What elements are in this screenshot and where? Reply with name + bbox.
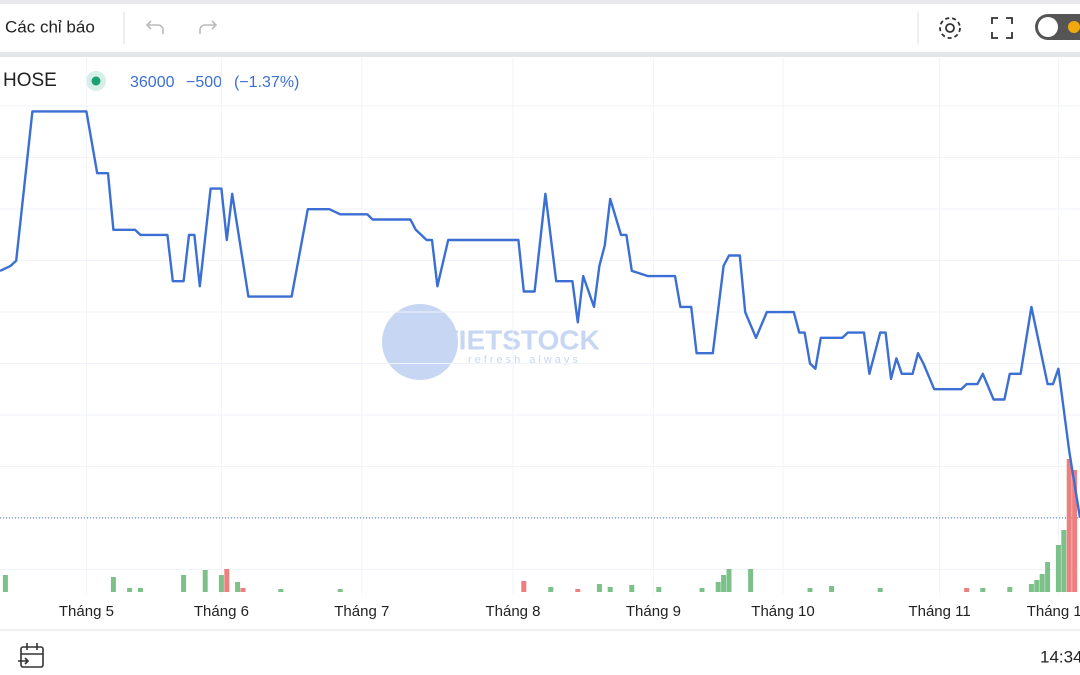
undo[interactable]: [145, 20, 164, 34]
volume-bar: [181, 575, 187, 592]
x-tick-label: Tháng 11: [908, 603, 970, 620]
symbol: HOSE: [3, 70, 57, 91]
volume-bar: [548, 587, 554, 592]
volume-bar: [748, 569, 754, 592]
x-tick-label: Tháng 8: [485, 603, 540, 620]
plot: Tháng 5 Tháng 6 Tháng 7 Tháng 8 Tháng 9 Tháng…: [0, 58, 1080, 620]
volume-bar: [1034, 580, 1040, 592]
volume-bar: [607, 587, 613, 592]
volume-bar: [726, 569, 732, 592]
toggle-knob: [1038, 17, 1058, 37]
volume-bar: [521, 581, 527, 592]
volume-bar: [656, 587, 662, 592]
volume-bar: [1066, 459, 1072, 592]
volume-bar: [575, 589, 581, 592]
volume-bar: [110, 577, 116, 592]
fullscreen[interactable]: [991, 17, 1013, 39]
volume-bar: [715, 582, 721, 592]
watermark-slogan: refresh always: [468, 354, 581, 366]
volume-bar: [224, 569, 230, 592]
x-tick-label: Tháng 6: [194, 603, 249, 620]
volume-bar: [137, 588, 143, 592]
status-dot: [91, 76, 101, 86]
clock: 14:34: [1040, 647, 1080, 666]
volume-bar: [721, 575, 727, 592]
volume-bar: [337, 589, 343, 592]
x-tick-label: Tháng 10: [751, 603, 814, 620]
volume-bar: [235, 582, 241, 592]
volume-bar: [980, 588, 986, 592]
volume-bar: [629, 585, 635, 592]
indicators-button[interactable]: Các chỉ báo: [5, 17, 95, 36]
date-range-button[interactable]: [18, 643, 44, 668]
undo-redo: [145, 20, 218, 34]
volume-bar: [877, 588, 883, 592]
sun-icon: [1068, 21, 1080, 33]
volume-bar: [1007, 587, 1013, 592]
volume-bar: [2, 575, 8, 592]
volume-bar: [1045, 562, 1051, 592]
volume-bar: [699, 588, 705, 592]
volume-bar: [1072, 470, 1078, 592]
watermark: VIETSTOCK refresh always: [382, 304, 600, 380]
volume-bar: [202, 570, 208, 592]
volume-bar: [218, 575, 224, 592]
price-change-pct: (−1.37%): [234, 74, 299, 91]
volume-bar: [240, 588, 246, 592]
volume-bar: [964, 588, 970, 592]
toolbar-border: [0, 52, 1080, 57]
watermark-brand: VIETSTOCK: [440, 324, 600, 355]
redo[interactable]: [199, 20, 218, 34]
top-edge: [0, 0, 1080, 4]
volume-bar: [1039, 574, 1045, 592]
volume-bar: [1061, 530, 1067, 592]
price-line: [0, 110, 1080, 518]
volume-bar: [278, 589, 284, 592]
volume-bar: [596, 584, 602, 592]
volume-bar: [127, 588, 133, 592]
volume-bar: [829, 586, 835, 592]
volume-bar: [807, 588, 813, 592]
x-tick-label: Tháng 9: [626, 603, 681, 620]
x-tick-label: Tháng 7: [334, 603, 389, 620]
price-change: −500: [186, 74, 222, 91]
x-tick-label: Tháng 5: [59, 603, 114, 620]
volume-bar: [1055, 545, 1061, 592]
settings[interactable]: [939, 17, 961, 39]
x-tick-label: Tháng 12: [1027, 603, 1080, 620]
volume-bar: [1028, 584, 1034, 592]
last-price: 36000: [130, 74, 175, 91]
